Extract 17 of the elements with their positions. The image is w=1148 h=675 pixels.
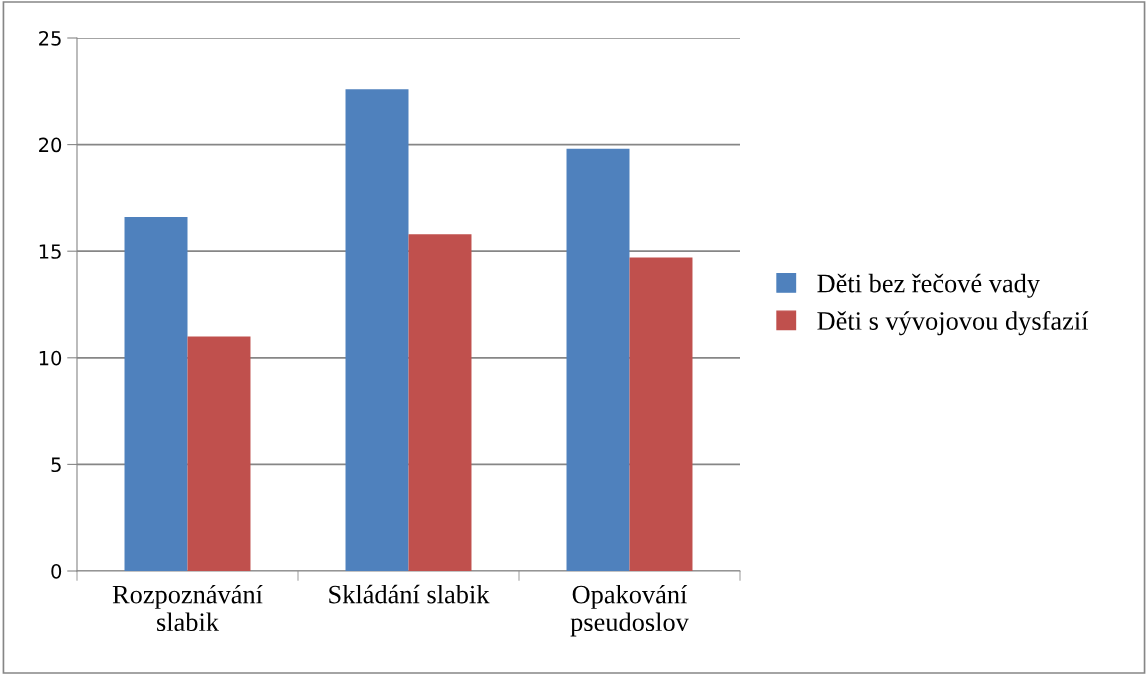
x-tick-label: Skládání slabik xyxy=(329,584,490,604)
legend-label: Děti bez řečové vady xyxy=(817,273,1040,298)
y-tick-label: 10 xyxy=(39,350,62,366)
y-tick-label: 0 xyxy=(51,563,62,579)
bar xyxy=(408,234,472,571)
x-tick-label: Rozpoznávání slabik xyxy=(112,584,263,632)
bar xyxy=(345,89,409,571)
bar xyxy=(187,336,251,571)
y-tick-label: 5 xyxy=(51,457,61,473)
y-tick-label: 20 xyxy=(39,137,62,153)
legend-label: Děti s vývojovou dysfazií xyxy=(817,311,1089,336)
y-tick-label: 25 xyxy=(39,30,61,46)
x-tick-label: Opakování pseudoslov xyxy=(570,584,689,637)
bar xyxy=(629,257,693,571)
y-tick-label: 15 xyxy=(39,244,61,259)
bar xyxy=(124,217,188,571)
bar xyxy=(566,148,630,571)
